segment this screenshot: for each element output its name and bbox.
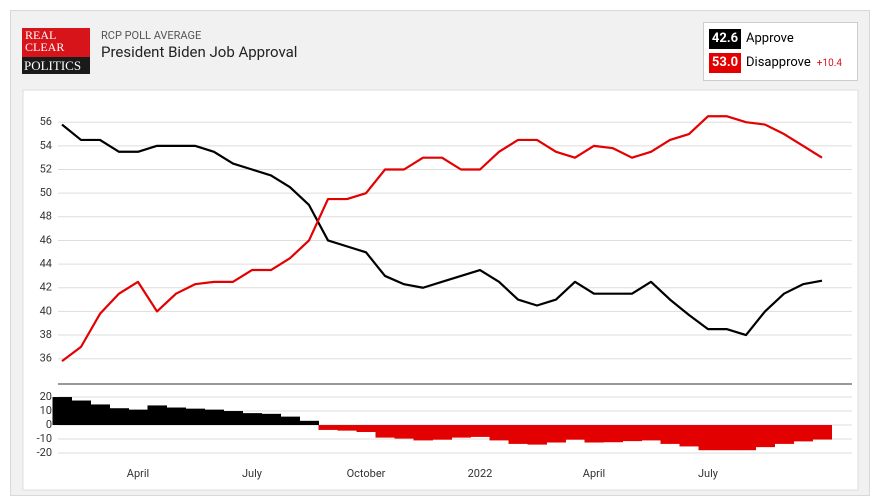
spread-bar bbox=[204, 409, 224, 426]
legend-row: 53.0 Disapprove +10.4 bbox=[709, 53, 842, 73]
legend-label: Approve bbox=[746, 31, 794, 46]
spread-bar bbox=[109, 408, 129, 426]
y-tick-label: -20 bbox=[37, 446, 52, 459]
x-tick-label: July bbox=[698, 467, 719, 480]
spread-bar bbox=[565, 425, 585, 440]
spread-bar bbox=[755, 425, 775, 448]
spread-bar bbox=[356, 425, 376, 433]
spread-bar bbox=[660, 425, 680, 444]
spread-bar bbox=[147, 405, 167, 426]
logo: REAL CLEAR POLITICS bbox=[22, 28, 90, 74]
y-tick-label: 10 bbox=[40, 404, 52, 417]
legend-label: Disapprove bbox=[746, 55, 811, 70]
y-tick-label: 50 bbox=[40, 186, 52, 199]
spread-label: +10.4 bbox=[816, 58, 842, 69]
spread-bar bbox=[166, 407, 186, 426]
spread-bar bbox=[774, 425, 794, 444]
y-tick-label: 46 bbox=[40, 233, 52, 246]
spread-bar bbox=[793, 425, 813, 442]
x-tick-label: July bbox=[242, 467, 263, 480]
spread-bar bbox=[546, 425, 566, 443]
spread-bar bbox=[736, 425, 756, 451]
spread-bar bbox=[622, 425, 642, 442]
y-tick-label: 52 bbox=[40, 162, 52, 175]
spread-bar bbox=[394, 425, 414, 439]
spread-bar bbox=[52, 397, 72, 426]
spread-bar bbox=[71, 400, 91, 426]
spread-bar bbox=[470, 425, 490, 437]
spread-bar bbox=[432, 425, 452, 440]
logo-text: CLEAR bbox=[25, 40, 65, 54]
spread-bar bbox=[812, 425, 832, 440]
spread-bar bbox=[223, 411, 243, 426]
spread-bar bbox=[318, 425, 338, 430]
y-tick-label: 48 bbox=[40, 210, 52, 223]
spread-bar bbox=[413, 425, 433, 441]
spread-bar bbox=[261, 413, 281, 426]
x-tick-label: October bbox=[347, 467, 386, 480]
y-tick-label: 44 bbox=[40, 257, 52, 270]
spread-bar bbox=[280, 416, 300, 426]
spread-bar bbox=[299, 420, 319, 426]
logo-text: POLITICS bbox=[22, 57, 90, 74]
y-tick-label: 0 bbox=[46, 418, 52, 431]
spread-bar bbox=[185, 408, 205, 426]
y-tick-label: 20 bbox=[40, 390, 52, 403]
spread-bar bbox=[584, 425, 604, 443]
spread-bar bbox=[679, 425, 699, 447]
spread-bar bbox=[508, 425, 528, 444]
spread-bar bbox=[641, 425, 661, 441]
y-tick-label: 42 bbox=[40, 281, 52, 294]
legend-row: 42.6 Approve bbox=[709, 29, 794, 49]
spread-bar bbox=[489, 425, 509, 441]
legend-value: 42.6 bbox=[709, 29, 741, 49]
y-tick-label: 40 bbox=[40, 304, 52, 317]
x-tick-label: 2022 bbox=[468, 467, 493, 480]
spread-bar bbox=[90, 404, 110, 426]
spread-bar bbox=[603, 425, 623, 443]
x-tick-label: April bbox=[583, 467, 605, 480]
legend: 42.6 Approve 53.0 Disapprove +10.4 bbox=[703, 22, 858, 81]
spread-bar bbox=[337, 425, 357, 431]
title: President Biden Job Approval bbox=[101, 43, 298, 61]
y-tick-label: 38 bbox=[40, 328, 52, 341]
y-tick-label: 36 bbox=[40, 352, 52, 365]
spread-bar bbox=[242, 413, 262, 426]
y-tick-label: 56 bbox=[40, 115, 52, 128]
legend-value: 53.0 bbox=[709, 53, 741, 73]
y-tick-label: -10 bbox=[37, 432, 52, 445]
spread-bar bbox=[527, 425, 547, 445]
spread-bar bbox=[451, 425, 471, 438]
spread-bar bbox=[717, 425, 737, 451]
kicker: RCP POLL AVERAGE bbox=[101, 29, 202, 42]
logo-text: REAL bbox=[25, 28, 57, 42]
spread-bar bbox=[375, 425, 395, 438]
spread-bar bbox=[128, 409, 148, 426]
x-tick-label: April bbox=[127, 467, 149, 480]
spread-bar bbox=[698, 425, 718, 451]
y-tick-label: 54 bbox=[40, 139, 52, 152]
series-line bbox=[61, 115, 823, 362]
series-line bbox=[61, 123, 823, 337]
